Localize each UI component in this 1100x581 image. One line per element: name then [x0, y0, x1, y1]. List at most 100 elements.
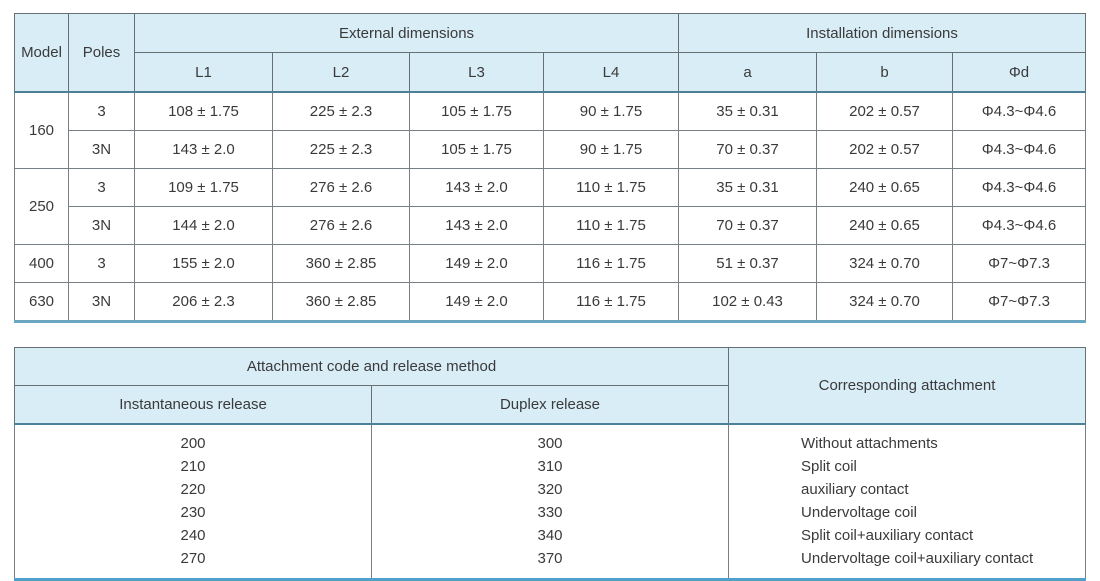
- table-row: 250 3 109 ± 1.75 276 ± 2.6 143 ± 2.0 110…: [14, 168, 1086, 245]
- table-row: 400 3 155 ± 2.0 360 ± 2.85 149 ± 2.0 116…: [14, 244, 1086, 283]
- dimensions-table: Model Poles External dimensions Installa…: [14, 13, 1086, 323]
- code-value: 330: [537, 504, 563, 521]
- col-header-a: a: [678, 52, 818, 93]
- cell-l3: 149 ± 2.0: [409, 244, 544, 283]
- instantaneous-release-codes: 200 210 220 230 240 270: [14, 423, 372, 580]
- table-row: 200 210 220 230 240 270 300 310 320 330 …: [14, 423, 1086, 580]
- cell-b: 324 ± 0.70: [816, 244, 954, 283]
- attachment-label: Split coil+auxiliary contact: [801, 527, 974, 544]
- code-value: 270: [180, 550, 206, 567]
- cell-l4: 90 ± 1.75: [542, 130, 680, 169]
- cell-b: 240 ± 0.65: [816, 206, 954, 245]
- cell-l4: 116 ± 1.75: [542, 282, 680, 322]
- cell-a: 35 ± 0.31: [678, 91, 818, 131]
- code-value: 320: [537, 481, 563, 498]
- col-header-poles: Poles: [68, 13, 135, 93]
- code-value: 300: [537, 435, 563, 452]
- cell-b: 240 ± 0.65: [816, 168, 954, 207]
- cell-l4: 110 ± 1.75: [542, 206, 680, 245]
- cell-l2: 276 ± 2.6: [272, 206, 410, 245]
- code-value: 220: [180, 481, 206, 498]
- corresponding-attachments: Without attachments Split coil auxiliary…: [728, 423, 1086, 580]
- code-value: 200: [180, 435, 206, 452]
- cell-l1: 155 ± 2.0: [134, 244, 273, 283]
- col-header-model: Model: [14, 13, 69, 93]
- cell-a: 102 ± 0.43: [678, 282, 818, 322]
- cell-l3: 105 ± 1.75: [409, 130, 544, 169]
- cell-l2: 360 ± 2.85: [272, 244, 410, 283]
- cell-l4: 90 ± 1.75: [542, 91, 680, 131]
- cell-phi-d: Φ4.3~Φ4.6: [952, 168, 1086, 207]
- group-header-installation-dimensions: Installation dimensions: [678, 13, 1086, 53]
- spec-sheet-page: Model Poles External dimensions Installa…: [13, 13, 1086, 581]
- cell-poles: 3: [68, 168, 135, 207]
- cell-a: 70 ± 0.37: [678, 130, 818, 169]
- group-header-external-dimensions: External dimensions: [133, 13, 680, 53]
- col-header-l4: L4: [542, 52, 680, 93]
- col-header-b: b: [816, 52, 954, 93]
- col-header-corresponding-attachment: Corresponding attachment: [728, 347, 1086, 425]
- attachment-label: Without attachments: [801, 435, 938, 452]
- code-value: 340: [537, 527, 563, 544]
- attachment-label: auxiliary contact: [801, 481, 909, 498]
- cell-poles: 3N: [68, 282, 135, 322]
- table-row: 3N 144 ± 2.0 276 ± 2.6 143 ± 2.0 110 ± 1…: [15, 206, 1086, 245]
- attachment-label: Undervoltage coil+auxiliary contact: [801, 550, 1034, 567]
- cell-b: 324 ± 0.70: [816, 282, 954, 322]
- header-row-group: Attachment code and release method Corre…: [13, 347, 1086, 425]
- cell-l1: 109 ± 1.75: [134, 168, 273, 207]
- cell-l3: 143 ± 2.0: [409, 206, 544, 245]
- duplex-release-codes: 300 310 320 330 340 370: [370, 423, 730, 580]
- code-value: 230: [180, 504, 206, 521]
- cell-model: 630: [14, 282, 69, 322]
- code-value: 370: [537, 550, 563, 567]
- table-row: 3N 143 ± 2.0 225 ± 2.3 105 ± 1.75 90 ± 1…: [15, 130, 1086, 169]
- cell-l2: 360 ± 2.85: [272, 282, 410, 322]
- attachment-label: Undervoltage coil: [801, 504, 917, 521]
- cell-l1: 143 ± 2.0: [134, 130, 273, 169]
- cell-a: 70 ± 0.37: [678, 206, 818, 245]
- cell-model: 160: [14, 91, 69, 169]
- cell-l3: 143 ± 2.0: [409, 168, 544, 207]
- cell-b: 202 ± 0.57: [816, 130, 954, 169]
- table-row: 160 3 108 ± 1.75 225 ± 2.3 105 ± 1.75 90…: [14, 91, 1086, 169]
- attachment-label: Split coil: [801, 458, 857, 475]
- cell-poles: 3N: [68, 206, 135, 245]
- cell-l2: 225 ± 2.3: [272, 91, 410, 131]
- cell-phi-d: Φ7~Φ7.3: [952, 282, 1086, 322]
- cell-b: 202 ± 0.57: [816, 91, 954, 131]
- col-header-l1: L1: [134, 52, 273, 93]
- header-row-subcolumns: Instantaneous release Duplex release: [14, 385, 1086, 425]
- cell-model: 250: [14, 168, 69, 245]
- cell-phi-d: Φ4.3~Φ4.6: [952, 206, 1086, 245]
- cell-a: 51 ± 0.37: [678, 244, 818, 283]
- header-row-subcolumns: L1 L2 L3 L4 a b Φd: [15, 52, 1086, 93]
- col-header-l2: L2: [272, 52, 410, 93]
- cell-model: 400: [14, 244, 69, 283]
- cell-poles: 3: [68, 244, 135, 283]
- cell-phi-d: Φ4.3~Φ4.6: [952, 130, 1086, 169]
- cell-poles: 3: [68, 91, 135, 131]
- table-row: 630 3N 206 ± 2.3 360 ± 2.85 149 ± 2.0 11…: [14, 282, 1086, 322]
- group-header-attachment-code: Attachment code and release method: [13, 347, 730, 386]
- cell-l1: 108 ± 1.75: [134, 91, 273, 131]
- code-value: 240: [180, 527, 206, 544]
- code-value: 210: [180, 458, 206, 475]
- cell-l2: 225 ± 2.3: [272, 130, 410, 169]
- cell-l3: 149 ± 2.0: [409, 282, 544, 322]
- cell-phi-d: Φ7~Φ7.3: [952, 244, 1086, 283]
- cell-l2: 276 ± 2.6: [272, 168, 410, 207]
- cell-l1: 144 ± 2.0: [134, 206, 273, 245]
- cell-phi-d: Φ4.3~Φ4.6: [952, 91, 1086, 131]
- cell-l4: 116 ± 1.75: [542, 244, 680, 283]
- cell-poles: 3N: [68, 130, 135, 169]
- cell-l1: 206 ± 2.3: [134, 282, 273, 322]
- attachment-table: Attachment code and release method Corre…: [13, 347, 1086, 581]
- cell-l4: 110 ± 1.75: [542, 168, 680, 207]
- col-header-duplex-release: Duplex release: [370, 385, 730, 425]
- code-value: 310: [537, 458, 563, 475]
- col-header-instantaneous-release: Instantaneous release: [14, 385, 372, 425]
- cell-a: 35 ± 0.31: [678, 168, 818, 207]
- cell-l3: 105 ± 1.75: [409, 91, 544, 131]
- col-header-l3: L3: [409, 52, 544, 93]
